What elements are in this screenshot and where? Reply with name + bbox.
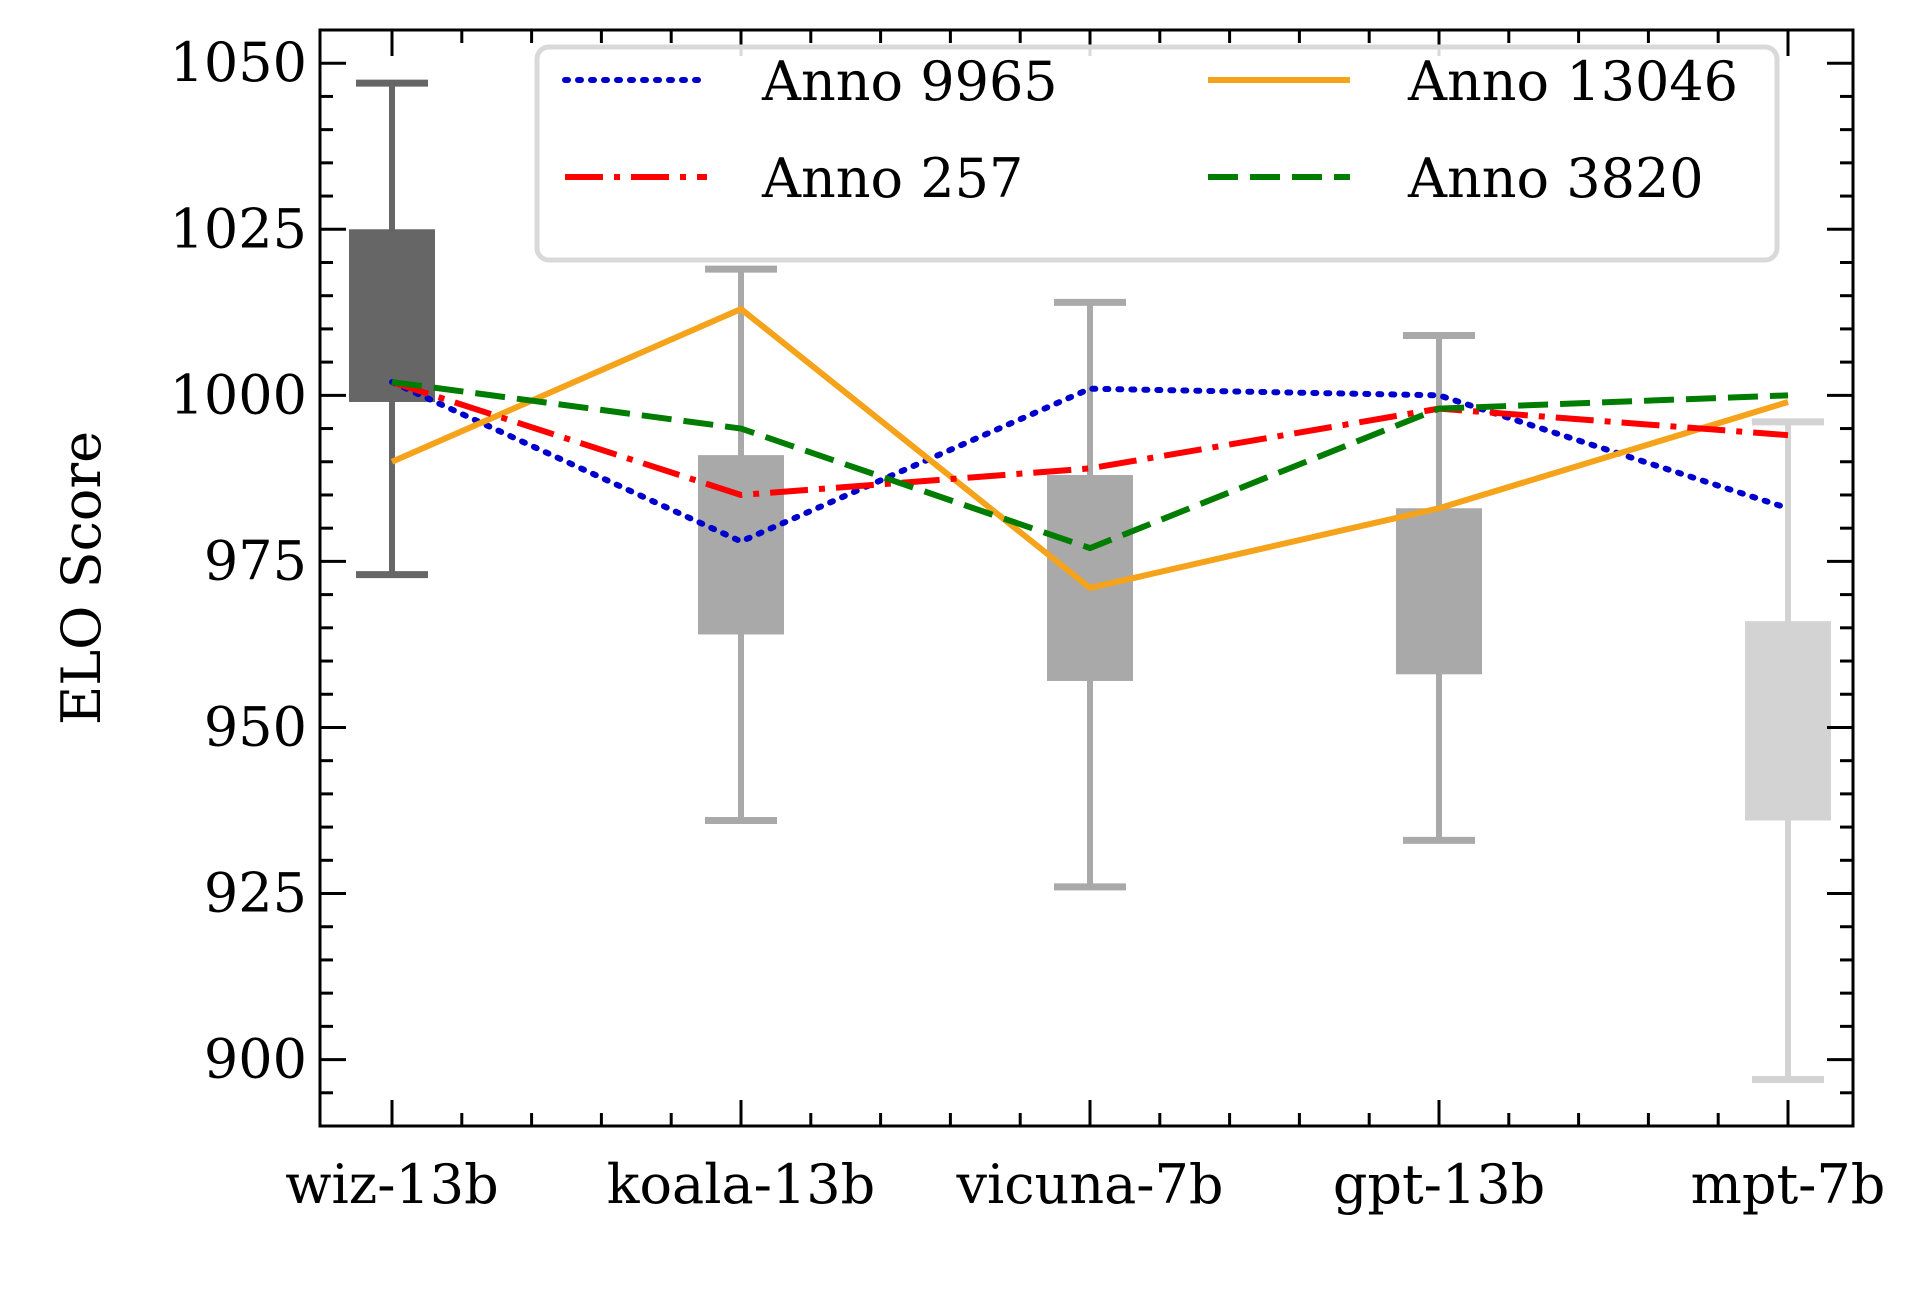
box-iqr [1047, 475, 1133, 681]
box-iqr [349, 229, 435, 402]
legend-box [534, 44, 1780, 263]
box-iqr [698, 455, 784, 635]
legend-entry: Anno 3820 [1208, 147, 1704, 210]
legend-label: Anno 3820 [1407, 147, 1704, 210]
y-tick-label: 1000 [170, 363, 307, 426]
legend-label: Anno 9965 [761, 50, 1058, 113]
y-tick-label: 1050 [170, 31, 307, 94]
y-axis-label: ELO Score [50, 431, 113, 725]
box-mpt-7b [1745, 418, 1831, 1084]
y-tick-labels: 900 925 950 975 1000 1025 1050 [170, 31, 307, 1090]
box-wiz-13b [349, 79, 435, 579]
axis-ticks [320, 28, 1853, 1128]
box-iqr [1396, 508, 1482, 675]
legend-entry: Anno 257 [565, 147, 1023, 210]
series-line-anno-3820 [391, 379, 1789, 552]
y-tick-label: 950 [204, 695, 307, 758]
legend-label: Anno 13046 [1407, 50, 1738, 113]
x-tick-labels: wiz-13b koala-13b vicuna-7b gpt-13b mpt-7b [285, 1153, 1885, 1216]
series-line-anno-9965 [389, 379, 1791, 545]
legend-entry: Anno 9965 [562, 50, 1058, 113]
y-tick-label: 975 [204, 529, 307, 592]
plot-frame [318, 28, 1855, 1128]
box-koala-13b [698, 265, 784, 824]
box-iqr [1745, 621, 1831, 821]
x-tick-label: koala-13b [607, 1153, 875, 1216]
y-tick-label: 925 [204, 862, 307, 925]
y-tick-label: 1025 [170, 197, 307, 260]
y-tick-label: 900 [204, 1028, 307, 1091]
series-lines [389, 305, 1791, 591]
legend-label: Anno 257 [761, 147, 1023, 210]
x-tick-label: vicuna-7b [956, 1153, 1224, 1216]
box-gpt-13b [1396, 332, 1482, 844]
box-vicuna-7b [1047, 298, 1133, 891]
legend-entry: Anno 13046 [1208, 50, 1738, 113]
x-tick-label: wiz-13b [285, 1153, 498, 1216]
legend: Anno 9965 Anno 13046 Anno 257 Anno 3820 [534, 44, 1780, 263]
x-tick-label: gpt-13b [1333, 1153, 1545, 1216]
box-plots [349, 79, 1831, 1084]
x-tick-label: mpt-7b [1691, 1153, 1886, 1216]
series-line-anno-13046 [390, 305, 1789, 591]
